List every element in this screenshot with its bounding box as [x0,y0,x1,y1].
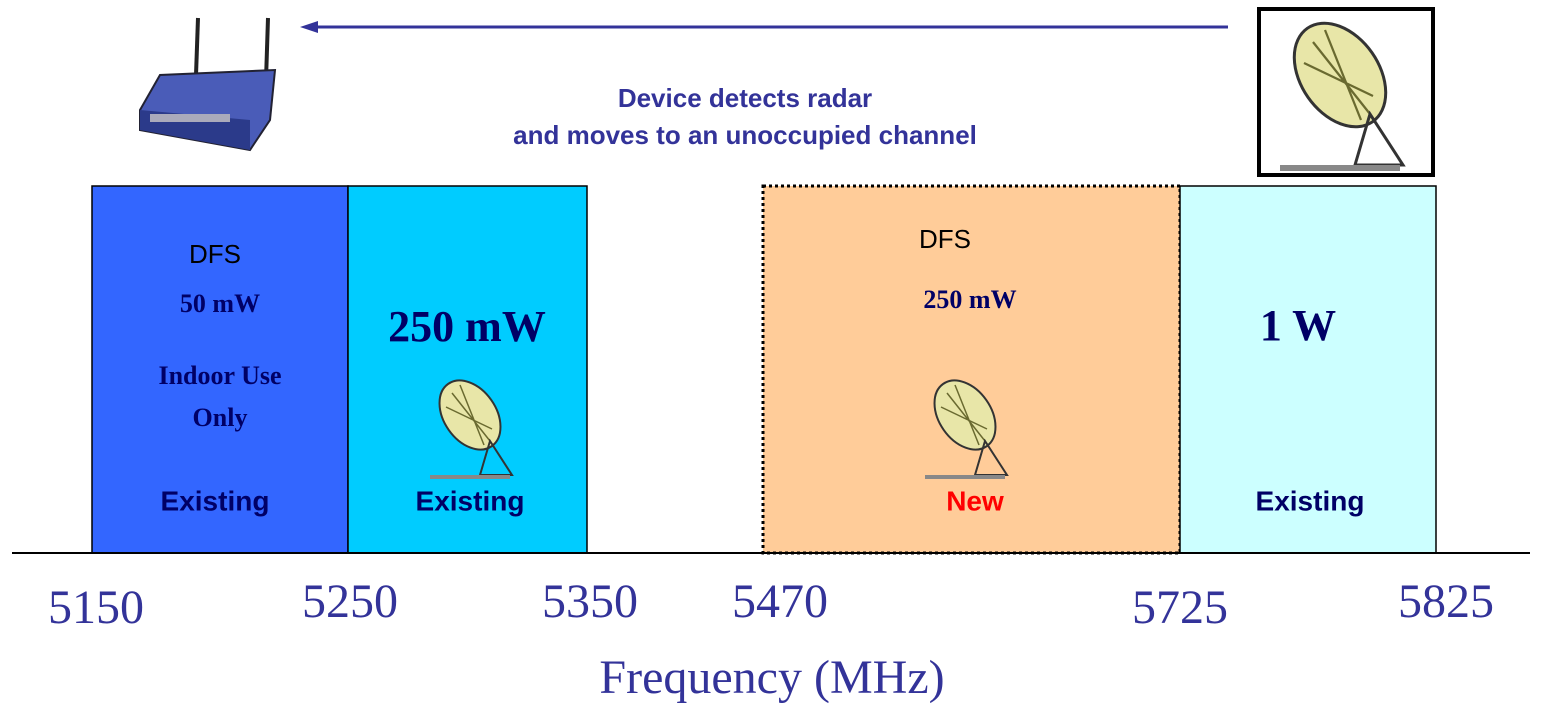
band-power: 1 W [1260,301,1336,350]
band-status: Existing [416,485,525,516]
band-label: DFS [189,239,241,269]
annotation: and moves to an unoccupied channel [513,120,977,150]
arrow-head [300,21,318,33]
tick-label: 5250 [302,575,398,628]
band-note: Only [193,403,248,432]
band-note: Indoor Use [158,361,281,390]
radar-icon [1259,6,1433,175]
band-label: DFS [919,224,971,254]
tick-label: 5825 [1398,575,1494,628]
tick-label: 5150 [48,581,144,634]
band-power: 250 mW [923,285,1016,314]
band-status: New [946,485,1004,516]
tick-label: 5350 [542,575,638,628]
tick-label: 5470 [732,575,828,628]
band-status: Existing [161,485,270,516]
axis-title: Frequency (MHz) [599,651,944,704]
band-power: 250 mW [388,302,546,351]
router-icon [140,18,275,150]
band-power: 50 mW [180,289,260,318]
tick-label: 5725 [1132,581,1228,634]
annotation: Device detects radar [618,83,872,113]
band-status: Existing [1256,485,1365,516]
diagram: Device detects radar and moves to an uno… [0,0,1544,719]
